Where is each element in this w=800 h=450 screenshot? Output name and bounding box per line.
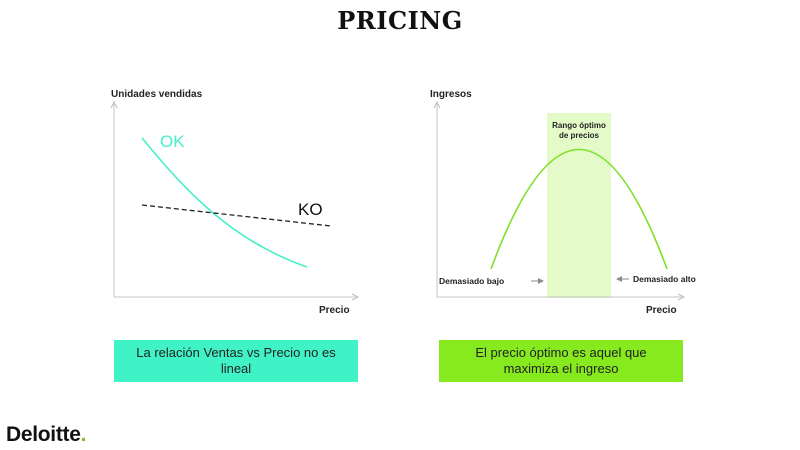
page-title: PRICING — [337, 6, 463, 35]
revenue-curve — [490, 148, 668, 270]
right-chart: Rango óptimo de precios Demasiado bajo D… — [437, 104, 696, 298]
left-y-axis-label: Unidades vendidas — [111, 89, 203, 100]
band-label-line1: Rango óptimo — [552, 121, 606, 130]
left-x-axis-label: Precio — [319, 305, 350, 316]
too-high-label: Demasiado alto — [633, 274, 696, 284]
optimal-price-band — [547, 113, 611, 298]
caption-optimal-price: El precio óptimo es aquel que maximiza e… — [439, 340, 683, 382]
caption-sales-vs-price: La relación Ventas vs Precio no es linea… — [114, 340, 358, 382]
too-low-label: Demasiado bajo — [439, 276, 504, 286]
right-x-axis-label: Precio — [646, 305, 677, 316]
ok-curve — [141, 137, 308, 268]
band-label-line2: de precios — [559, 131, 600, 140]
deloitte-logo: Deloitte. — [6, 423, 86, 447]
brand-dot: . — [80, 423, 87, 446]
right-y-axis-label: Ingresos — [430, 89, 472, 100]
left-chart: OK KO — [114, 104, 356, 297]
ko-label: KO — [298, 200, 323, 219]
brand-name: Deloitte — [6, 423, 81, 446]
ok-label: OK — [160, 132, 185, 151]
